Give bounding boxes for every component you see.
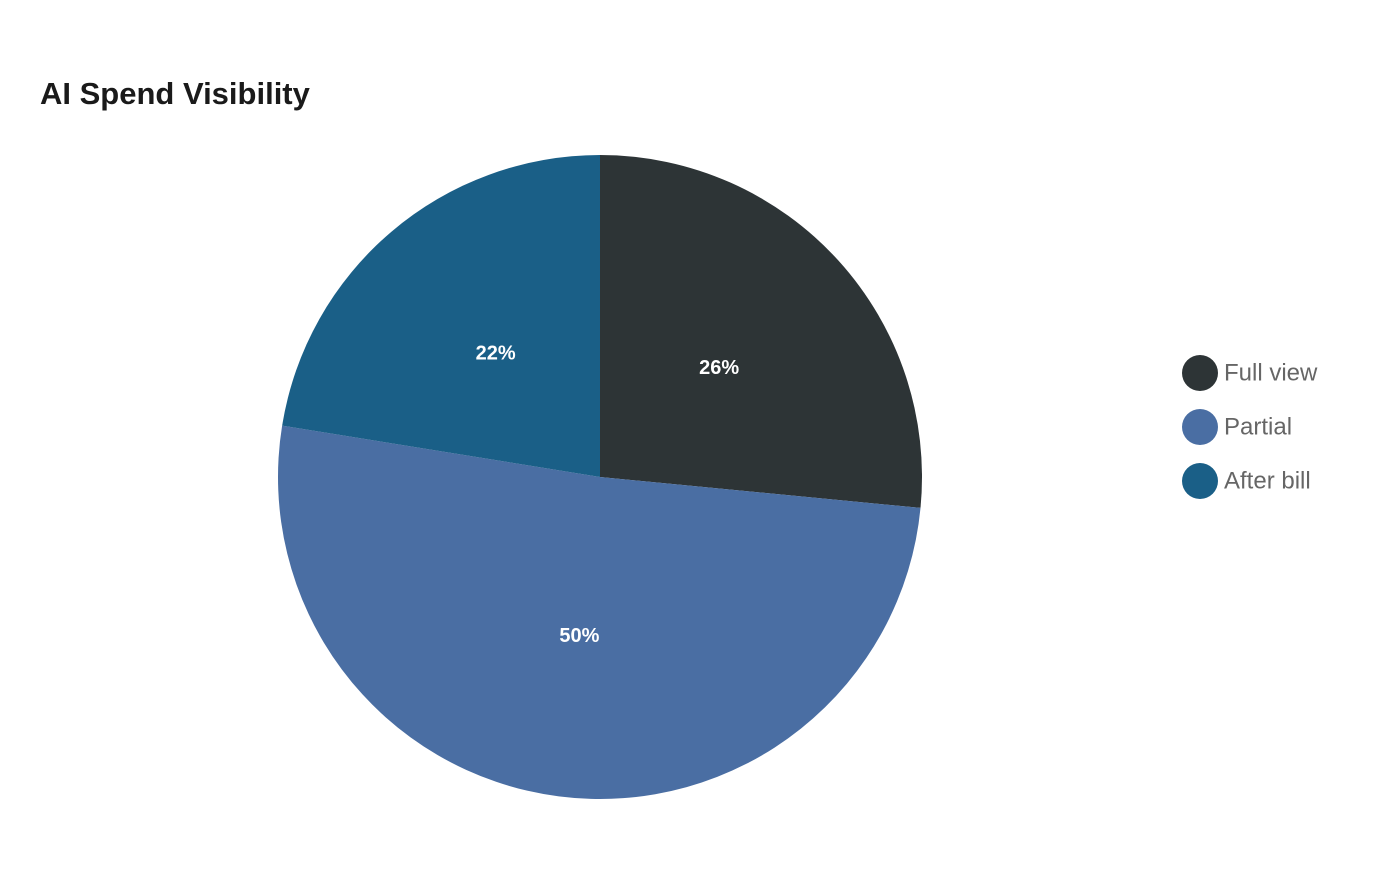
slice-label: 22%	[476, 343, 516, 365]
legend-marker	[1182, 463, 1218, 499]
slice-label: 26%	[699, 357, 739, 379]
slice-label: 50%	[559, 625, 599, 647]
legend-label: After bill	[1224, 467, 1311, 494]
legend-marker	[1182, 409, 1218, 445]
legend-label: Full view	[1224, 359, 1318, 386]
legend-label: Partial	[1224, 413, 1292, 440]
legend-marker	[1182, 355, 1218, 391]
chart-title: AI Spend Visibility	[40, 76, 311, 111]
pie-slice	[600, 155, 922, 508]
pie-slice	[282, 155, 600, 477]
pie-slice	[278, 425, 921, 799]
